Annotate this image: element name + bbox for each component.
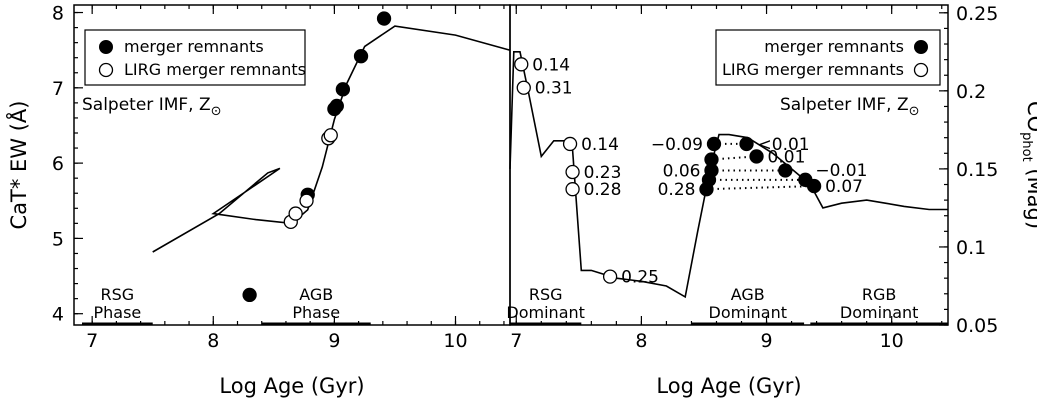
lirg-merger-remnant-point — [514, 57, 529, 72]
lirg-merger-remnant-point — [602, 269, 618, 284]
model-track-line — [509, 50, 948, 299]
phase-label: Dominant — [506, 303, 585, 322]
x-axis-label: Log Age (Gyr) — [656, 374, 801, 398]
phase-label: RSG — [101, 285, 135, 304]
legend-marker-filled — [99, 40, 113, 54]
x-tick-label: 7 — [86, 330, 98, 352]
lirg-merger-remnant-point — [565, 182, 580, 197]
y-axis-label: CaT* EW (Å) — [5, 101, 31, 230]
legend-box — [84, 29, 306, 86]
data-label: 0.07 — [825, 177, 863, 197]
legend-marker-open — [913, 62, 929, 78]
data-label: <0.01 — [758, 135, 810, 155]
phase-label: Dominant — [840, 303, 919, 322]
dotted-link — [711, 155, 757, 161]
phase-label: AGB — [731, 285, 765, 304]
phase-label: Phase — [292, 303, 340, 322]
y-tick-label: 7 — [52, 78, 64, 100]
data-label: 0.25 — [621, 268, 659, 288]
model-track-line — [152, 25, 511, 253]
y-tick-label: 5 — [52, 228, 64, 250]
legend-marker-open — [98, 62, 114, 78]
x-tick-label: 7 — [510, 330, 522, 352]
merger-remnant-point — [335, 82, 351, 97]
merger-remnant-point — [806, 178, 822, 194]
merger-remnant-point — [353, 49, 369, 64]
x-tick-label: 10 — [443, 330, 467, 352]
merger-remnant-point — [739, 136, 754, 152]
y-tick-label: 0.25 — [956, 3, 998, 25]
y-tick-label: 8 — [52, 3, 64, 25]
phase-label: AGB — [299, 285, 333, 304]
y-axis-label: COphot (Mag) — [1019, 101, 1037, 229]
legend-label: LIRG merger remnants — [722, 60, 904, 79]
merger-remnant-point — [376, 11, 392, 26]
data-label: 0.14 — [581, 135, 619, 155]
merger-remnant-point — [329, 98, 344, 114]
x-axis-label: Log Age (Gyr) — [219, 374, 364, 398]
merger-remnant-point — [778, 163, 793, 178]
imf-annotation: Salpeter IMF, Z⊙ — [780, 95, 920, 119]
data-label: −0.01 — [815, 161, 867, 181]
legend-marker-filled — [914, 40, 928, 54]
lirg-merger-remnant-point — [288, 206, 303, 221]
y-axis-label-main: CO — [1023, 101, 1037, 132]
dotted-link — [706, 185, 815, 191]
x-tick-label: 9 — [328, 330, 340, 352]
legend-label: merger remnants — [764, 37, 904, 56]
phase-label: Dominant — [709, 303, 788, 322]
merger-remnant-point — [242, 287, 257, 303]
legend-box — [715, 29, 941, 86]
y-tick-label: 0.15 — [956, 159, 998, 181]
y-tick-label: 0.1 — [956, 237, 986, 259]
x-tick-label: 9 — [760, 330, 772, 352]
x-tick-label: 10 — [880, 330, 904, 352]
imf-annotation-subscript: ⊙ — [909, 104, 920, 119]
y-axis-label-units: (Mag) — [1023, 162, 1037, 229]
data-label: 0.28 — [658, 180, 696, 200]
imf-annotation: Salpeter IMF, Z⊙ — [82, 95, 222, 119]
legend-label: LIRG merger remnants — [124, 60, 306, 79]
data-label: 0.28 — [584, 180, 622, 200]
imf-annotation-main: Salpeter IMF, Z — [780, 95, 909, 115]
imf-annotation-main: Salpeter IMF, Z — [82, 95, 211, 115]
data-label: 0.31 — [535, 79, 573, 99]
merger-remnant-point — [749, 149, 764, 164]
y-axis-label-subscript: phot — [1019, 132, 1034, 162]
y-tick-label: 4 — [52, 304, 64, 326]
lirg-merger-remnant-point — [323, 128, 338, 143]
data-label: 0.14 — [532, 55, 570, 75]
phase-label: Phase — [93, 303, 141, 322]
x-tick-label: 8 — [635, 330, 647, 352]
data-label: 0.01 — [768, 147, 806, 167]
data-label: 0.23 — [584, 163, 622, 183]
lirg-merger-remnant-point — [562, 136, 578, 152]
data-label: −0.09 — [651, 135, 703, 155]
phase-label: RSG — [529, 285, 563, 304]
data-label: 0.06 — [663, 161, 701, 181]
legend-label: merger remnants — [124, 37, 264, 56]
phase-label: RGB — [862, 285, 897, 304]
y-tick-label: 6 — [52, 153, 64, 175]
merger-remnant-point — [699, 182, 714, 197]
merger-remnant-point — [706, 136, 722, 152]
x-tick-label: 8 — [207, 330, 219, 352]
lirg-merger-remnant-point — [299, 193, 314, 208]
y-tick-label: 0.05 — [956, 315, 998, 337]
y-tick-label: 0.2 — [956, 81, 986, 103]
right-panel: 7 8 9 10 0.05 0.1 0.15 0.2 0.25 Log Age (Gyr) COph… — [506, 3, 1037, 398]
imf-annotation-subscript: ⊙ — [211, 104, 222, 119]
lirg-merger-remnant-point — [565, 164, 580, 180]
lirg-merger-remnant-point — [516, 80, 531, 95]
